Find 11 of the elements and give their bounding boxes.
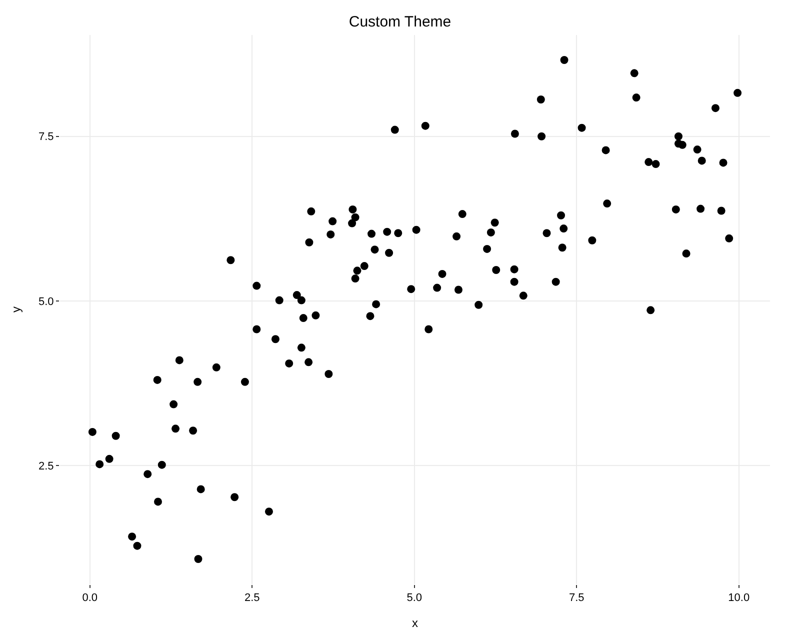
- x-tick-label: 2.5: [244, 592, 260, 604]
- x-tick-label: 5.0: [406, 592, 422, 604]
- y-tick-label: 5.0: [38, 296, 54, 308]
- y-tick-label: 7.5: [38, 131, 54, 144]
- y-tick-label: 2.5: [38, 460, 54, 472]
- x-tick-label: 0.0: [82, 592, 98, 604]
- x-tick-label: 7.5: [568, 592, 584, 604]
- x-tick-label: 10.0: [728, 592, 750, 604]
- x-axis-title: x: [412, 616, 418, 630]
- y-axis-title: y: [8, 306, 23, 312]
- chart-title: Custom Theme: [348, 14, 452, 30]
